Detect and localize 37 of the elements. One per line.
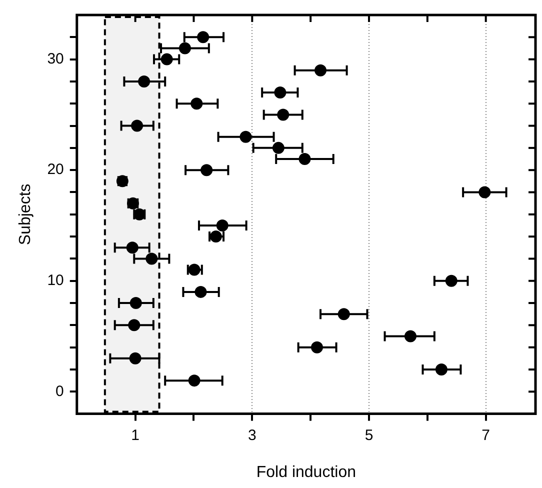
- point: [188, 374, 200, 387]
- y-axis-title: Subjects: [17, 184, 34, 246]
- point: [311, 341, 323, 354]
- point: [197, 31, 210, 44]
- y-tick-label: 30: [47, 50, 64, 68]
- point: [272, 142, 284, 154]
- point: [146, 252, 158, 265]
- point: [194, 286, 207, 298]
- point: [200, 164, 213, 176]
- point: [128, 319, 140, 332]
- x-tick-label: 7: [482, 426, 490, 444]
- point: [160, 53, 173, 66]
- point: [314, 64, 327, 76]
- y-tick-label: 20: [47, 161, 64, 178]
- point: [404, 330, 416, 342]
- point: [126, 242, 138, 254]
- x-tick-label: 3: [248, 426, 256, 444]
- x-tick-label: 1: [131, 426, 140, 444]
- point: [277, 108, 290, 121]
- point: [478, 186, 491, 198]
- point: [445, 274, 458, 287]
- y-tick-label: 10: [47, 272, 64, 290]
- point: [338, 308, 350, 320]
- point: [435, 363, 448, 376]
- y-tick-label: 0: [56, 382, 64, 400]
- x-axis-title: Fold induction: [256, 464, 356, 481]
- x-tick-label: 5: [364, 426, 374, 444]
- point: [216, 219, 228, 232]
- point: [240, 130, 252, 143]
- point: [190, 98, 203, 110]
- point: [131, 120, 144, 132]
- point: [138, 75, 150, 88]
- point: [298, 153, 311, 166]
- point: [129, 352, 142, 364]
- point: [178, 42, 191, 54]
- point: [130, 297, 142, 310]
- point: [274, 86, 286, 99]
